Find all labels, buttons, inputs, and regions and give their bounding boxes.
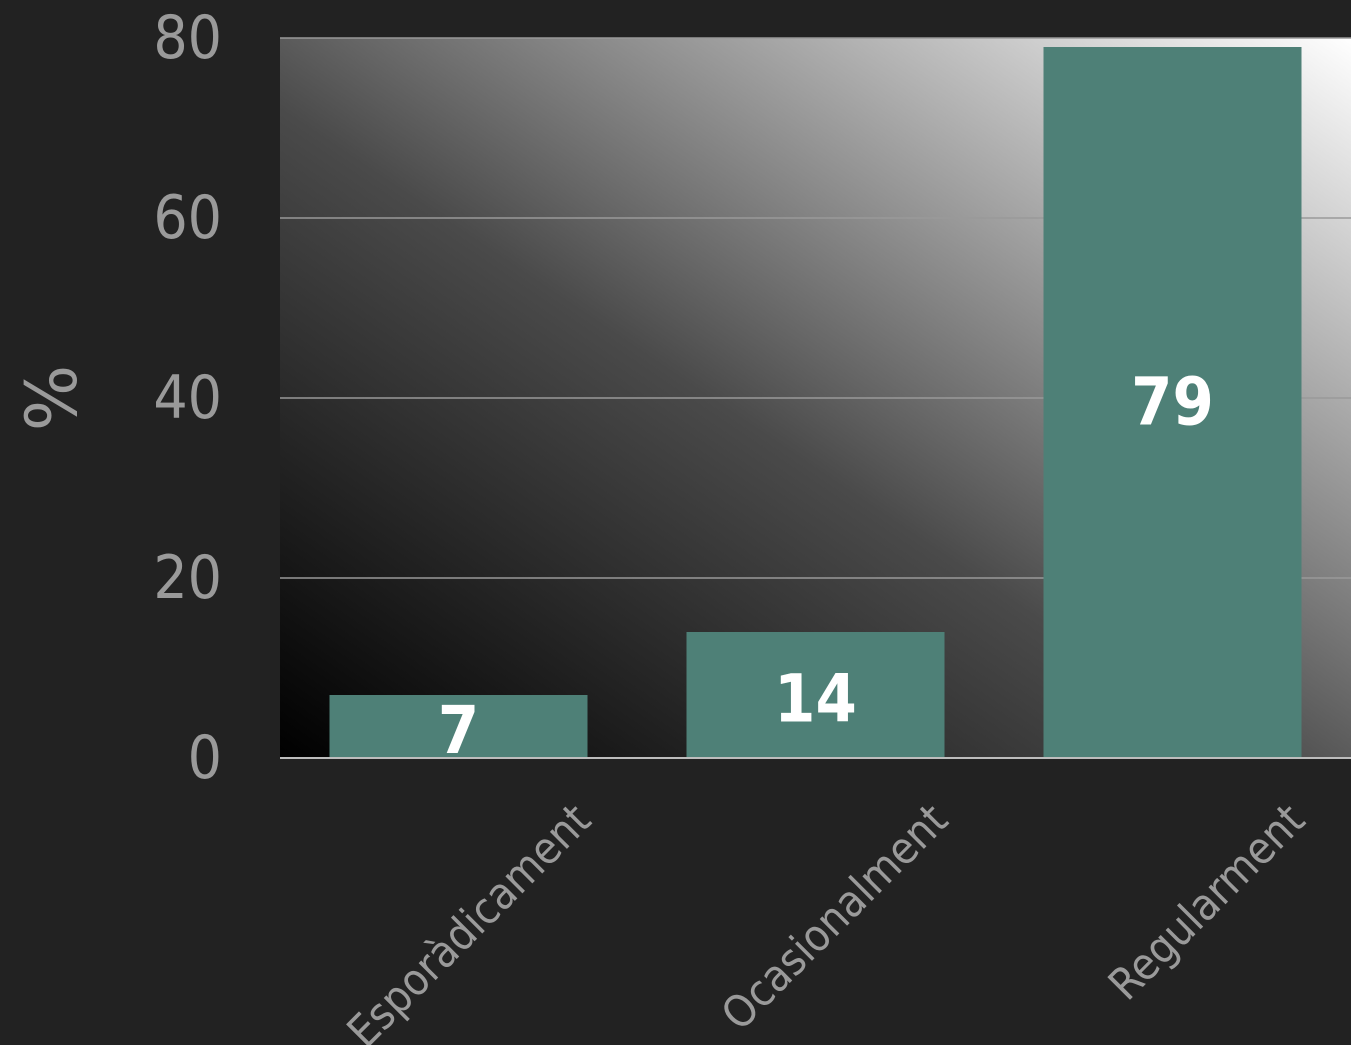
- y-tick-label-60: 60: [153, 183, 222, 253]
- y-tick-label-20: 20: [153, 543, 222, 613]
- data-label-2: 79: [1131, 364, 1214, 441]
- y-axis-title: %: [11, 365, 93, 432]
- data-labels: 7 14 79: [438, 364, 1214, 770]
- category-label-2: Regularment: [1099, 794, 1315, 1010]
- y-tick-label-40: 40: [153, 363, 222, 433]
- y-tick-label-80: 80: [153, 3, 222, 73]
- bars: [329, 47, 1302, 758]
- bar-1: [686, 632, 945, 758]
- data-label-1: 14: [774, 661, 857, 738]
- y-axis-ticks: 0 20 40 60 80: [153, 3, 222, 793]
- bar-0: [329, 695, 588, 758]
- x-axis-category-labels: Esporàdicament Ocasionalment Regularment: [338, 794, 1315, 1045]
- category-label-0: Esporàdicament: [338, 794, 601, 1045]
- y-tick-label-0: 0: [188, 723, 222, 793]
- category-label-1: Ocasionalment: [712, 794, 958, 1040]
- bar-2: [1043, 47, 1302, 758]
- data-label-0: 7: [438, 692, 479, 769]
